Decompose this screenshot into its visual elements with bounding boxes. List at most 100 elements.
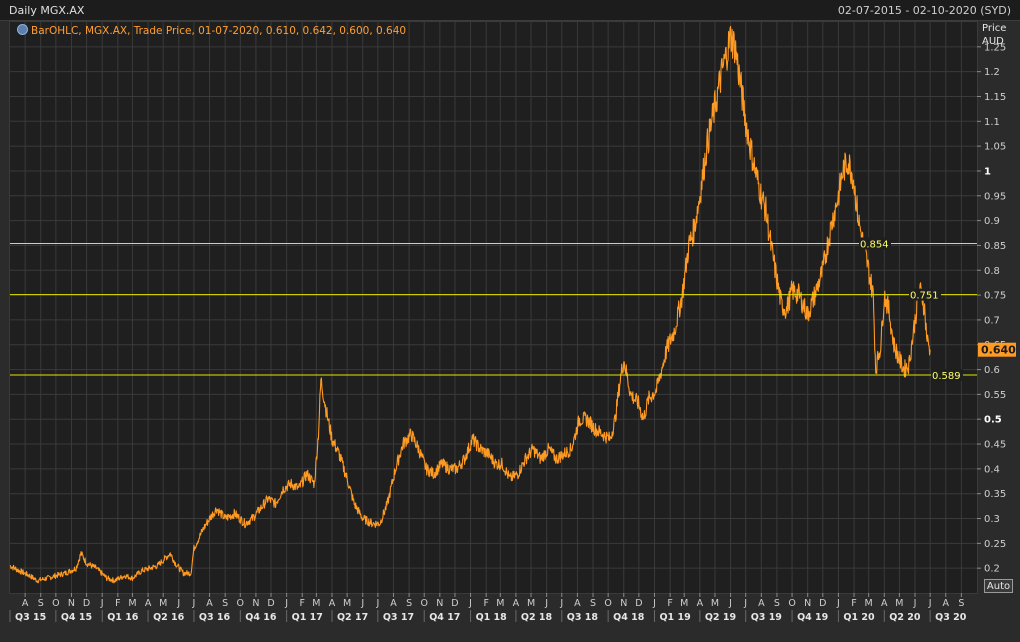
month-tick-label: S <box>590 598 596 609</box>
month-tick-label: J <box>360 598 364 609</box>
month-tick-label: J <box>913 598 917 609</box>
quarter-tick-label: Q1 20 <box>843 612 875 623</box>
y-tick-label: 0.8 <box>984 266 1000 277</box>
y-tick-label: 0.3 <box>984 514 1000 525</box>
horizontal-line-label: 0.751 <box>910 291 939 302</box>
y-tick-label: 0.85 <box>984 241 1006 252</box>
month-tick-label: S <box>774 598 780 609</box>
month-tick-label: M <box>128 598 136 609</box>
month-tick-label: J <box>559 598 563 609</box>
month-tick-label: N <box>68 598 75 609</box>
month-tick-label: D <box>451 598 458 609</box>
month-tick-label: A <box>758 598 765 609</box>
month-tick-label: J <box>743 598 747 609</box>
month-tick-label: N <box>620 598 627 609</box>
axis-unit-currency: AUD <box>982 36 1004 47</box>
month-tick-label: F <box>300 598 305 609</box>
quarter-tick-label: Q2 17 <box>337 612 368 623</box>
month-tick-label: D <box>267 598 274 609</box>
month-tick-label: A <box>513 598 520 609</box>
month-tick-label: A <box>881 598 888 609</box>
month-tick-label: O <box>788 598 795 609</box>
month-tick-label: A <box>145 598 152 609</box>
last-price-badge <box>978 342 1016 357</box>
y-tick-label: 0.6 <box>984 365 1000 376</box>
month-tick-label: M <box>527 598 535 609</box>
plot-area[interactable] <box>9 21 978 594</box>
legend-text: BarOHLC, MGX.AX, Trade Price, 01-07-2020… <box>31 25 407 37</box>
month-tick-label: M <box>680 598 688 609</box>
horizontal-line-label: 0.589 <box>932 371 961 382</box>
horizontal-line-label-bg <box>909 288 941 301</box>
quarter-tick-label: Q2 16 <box>153 612 185 623</box>
month-tick-label: N <box>436 598 443 609</box>
quarter-tick-label: Q4 18 <box>613 612 645 623</box>
chart-header: Daily MGX.AX 02-07-2015 - 02-10-2020 (SY… <box>0 0 1020 21</box>
month-tick-label: D <box>83 598 90 609</box>
date-range: 02-07-2015 - 02-10-2020 (SYD) <box>837 4 1011 17</box>
quarter-tick-label: Q3 16 <box>199 612 231 623</box>
y-tick-label: 0.5 <box>984 415 1002 426</box>
month-tick-label: J <box>284 598 288 609</box>
quarter-tick-label: Q1 18 <box>476 612 508 623</box>
y-tick-label: 0.95 <box>984 191 1006 202</box>
quarter-tick-label: Q4 17 <box>429 612 460 623</box>
month-tick-label: O <box>604 598 611 609</box>
month-tick-label: A <box>329 598 336 609</box>
month-tick-label: J <box>375 598 379 609</box>
month-tick-label: J <box>836 598 840 609</box>
month-tick-label: N <box>252 598 259 609</box>
month-tick-label: A <box>390 598 397 609</box>
month-tick-label: O <box>52 598 59 609</box>
chart-settings-icon[interactable] <box>17 24 28 35</box>
y-tick-label: 1.05 <box>984 142 1006 153</box>
month-tick-label: J <box>652 598 656 609</box>
auto-scale-button[interactable]: Auto <box>984 579 1013 593</box>
month-tick-label: S <box>222 598 228 609</box>
month-tick-label: S <box>406 598 412 609</box>
month-tick-label: M <box>343 598 351 609</box>
y-tick-label: 0.45 <box>984 440 1006 451</box>
month-tick-label: M <box>711 598 719 609</box>
month-tick-label: A <box>697 598 704 609</box>
month-tick-label: J <box>100 598 104 609</box>
horizontal-line-label-bg <box>859 237 891 250</box>
month-tick-label: J <box>176 598 180 609</box>
month-tick-label: M <box>496 598 504 609</box>
y-tick-label: 1.1 <box>984 117 1000 128</box>
month-tick-label: J <box>928 598 932 609</box>
month-tick-label: M <box>895 598 903 609</box>
last-price-label: 0.640 <box>981 344 1016 357</box>
y-tick-label: 0.35 <box>984 489 1006 500</box>
horizontal-line-label-bg <box>931 369 963 382</box>
quarter-tick-label: Q3 17 <box>383 612 414 623</box>
chart-title: Daily MGX.AX <box>9 4 85 17</box>
month-tick-label: D <box>635 598 642 609</box>
quarter-tick-label: Q3 20 <box>935 612 967 623</box>
price-series-line <box>9 25 931 584</box>
quarter-tick-label: Q1 19 <box>659 612 690 623</box>
y-tick-label: 1.25 <box>984 42 1006 53</box>
month-tick-label: A <box>206 598 213 609</box>
quarter-tick-label: Q2 20 <box>889 612 921 623</box>
month-tick-label: M <box>312 598 320 609</box>
month-tick-label: F <box>667 598 672 609</box>
month-tick-label: A <box>574 598 581 609</box>
month-tick-label: F <box>115 598 120 609</box>
month-tick-label: O <box>420 598 427 609</box>
quarter-tick-label: Q4 15 <box>61 612 92 623</box>
y-tick-label: 0.7 <box>984 315 1000 326</box>
month-tick-label: O <box>237 598 244 609</box>
quarter-tick-label: Q2 19 <box>705 612 736 623</box>
y-tick-label: 0.4 <box>984 464 1000 475</box>
y-tick-label: 1 <box>984 166 991 177</box>
y-tick-label: 1.2 <box>984 67 1000 78</box>
month-tick-label: N <box>804 598 811 609</box>
axis-unit-price: Price <box>982 23 1007 34</box>
quarter-tick-label: Q3 15 <box>15 612 46 623</box>
series-legend[interactable]: BarOHLC, MGX.AX, Trade Price, 01-07-2020… <box>17 24 406 37</box>
month-tick-label: F <box>483 598 488 609</box>
y-tick-label: 0.55 <box>984 390 1006 401</box>
quarter-tick-label: Q1 16 <box>107 612 139 623</box>
